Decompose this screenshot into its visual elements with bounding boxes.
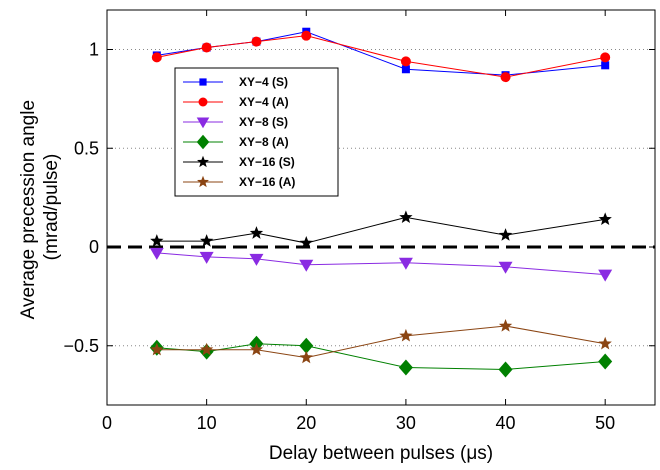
y-axis-label: Average precession angle (mrad/pulse) (18, 95, 62, 320)
data-point (151, 52, 162, 63)
legend-marker (197, 155, 209, 168)
data-point (149, 247, 164, 260)
y-axis-label-line-1: Average precession angle (18, 100, 39, 319)
grid-lines (107, 49, 655, 347)
data-point (299, 259, 314, 272)
data-point (249, 253, 264, 266)
data-point (598, 269, 613, 282)
data-series (149, 27, 613, 378)
x-tick-label: 30 (396, 413, 416, 433)
y-tick-label: 0.5 (74, 138, 99, 158)
x-axis-label: Delay between pulses (μs) (269, 443, 493, 464)
legend-marker (198, 97, 208, 107)
data-point (299, 236, 313, 249)
y-tick-label: 1 (89, 40, 99, 60)
data-point (199, 342, 214, 356)
data-point (398, 359, 413, 376)
legend-marker (197, 175, 209, 188)
y-tick-label: −0.5 (63, 336, 99, 356)
data-point (399, 210, 413, 224)
data-point (498, 319, 513, 332)
data-point (498, 361, 513, 378)
data-point (201, 42, 212, 53)
data-point (500, 72, 511, 83)
data-point (600, 52, 611, 63)
legend-entry: XY−16 (A) (183, 175, 295, 189)
data-point (150, 342, 164, 356)
data-point (249, 226, 264, 239)
axis-ticks: −0.500.510 10 20 30 40 50 (63, 10, 655, 433)
data-point (301, 30, 312, 41)
series-xy-4-a (151, 30, 611, 83)
x-tick-label: 0 (102, 413, 112, 433)
data-point (598, 353, 613, 370)
data-point (249, 342, 264, 356)
x-tick-label: 10 (197, 413, 217, 433)
data-point (498, 261, 513, 274)
series-xy-16-a (150, 319, 612, 364)
data-point (251, 36, 262, 47)
data-point (398, 257, 413, 270)
x-tick-label: 50 (595, 413, 615, 433)
legend-label: XY−16 (S) (239, 155, 295, 169)
y-tick-label: 0 (89, 237, 99, 257)
legend-label: XY−8 (S) (239, 115, 288, 129)
data-point (401, 65, 410, 74)
data-point (399, 328, 413, 342)
data-point (299, 337, 314, 354)
x-tick-label: 40 (496, 413, 516, 433)
y-axis-label-line-2: (mrad/pulse) (41, 154, 62, 261)
data-point (199, 234, 214, 247)
data-point (199, 251, 214, 264)
data-point (150, 234, 164, 247)
data-point (498, 228, 513, 241)
data-point (299, 350, 313, 364)
legend-entry: XY−4 (S) (183, 75, 288, 89)
data-point (601, 61, 610, 70)
data-point (400, 56, 411, 67)
x-tick-label: 20 (296, 413, 316, 433)
legend-label: XY−4 (A) (239, 95, 289, 109)
data-point (598, 212, 612, 226)
data-point (598, 336, 612, 350)
series-xy-16-s (150, 210, 612, 249)
legend-entry: XY−4 (A) (183, 95, 289, 109)
legend-entry: XY−8 (A) (183, 134, 289, 150)
legend-marker (196, 117, 210, 129)
legend-label: XY−8 (A) (239, 135, 289, 149)
legend-label: XY−16 (A) (239, 175, 295, 189)
legend-marker (196, 134, 210, 150)
series-xy-8-s (149, 247, 613, 282)
legend-entry: XY−8 (S) (183, 115, 288, 129)
legend-marker (199, 78, 207, 86)
legend-box (174, 67, 339, 197)
legend-entry: XY−16 (S) (183, 155, 295, 169)
plot-frame (106, 9, 656, 406)
legend-label: XY−4 (S) (239, 75, 288, 89)
legend: XY−4 (S) XY−4 (A) XY−8 (S) XY−8 (A) XY−16 (S… (174, 67, 339, 197)
